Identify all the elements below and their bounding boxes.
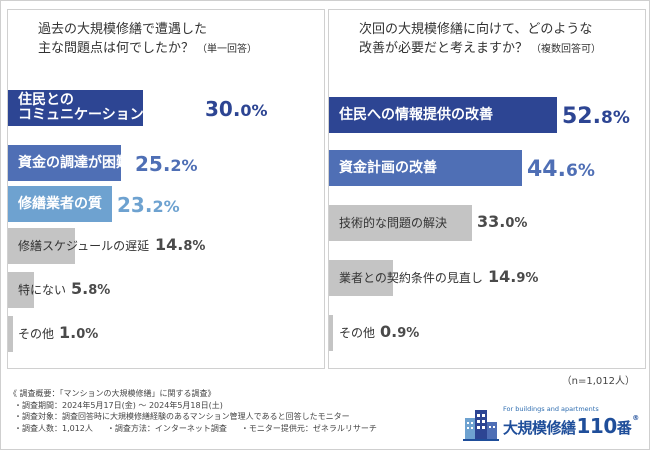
- right-bar-value-int: 0.: [380, 322, 398, 341]
- left-bar-value: 23. 2%: [117, 186, 180, 222]
- survey-method: ・調査方法：インターネット調査: [106, 423, 227, 433]
- right-chart-title: 次回の大規模修繕に向けて、どのような 改善が必要だと考えますか？ （複数回答可）: [359, 20, 601, 59]
- right-bar-value-int: 33.: [477, 212, 506, 231]
- sample-size-label: （n=1,012人）: [561, 376, 635, 387]
- left-bar-value-dec: 0%: [240, 101, 268, 120]
- left-bar-value-int: 5.: [71, 279, 89, 298]
- right-bar-value-dec: 8%: [600, 108, 630, 128]
- building-icon: [463, 410, 499, 441]
- logo-number: 110: [576, 414, 618, 438]
- right-bar-value-dec: 9%: [516, 271, 539, 286]
- left-bar-value: 5. 8%: [71, 272, 110, 308]
- left-chart-title: 過去の大規模修繕で遭遇した 主な問題点は何でしたか？ （単一回答）: [38, 20, 257, 59]
- left-title-line-2: 主な問題点は何でしたか？: [38, 41, 195, 56]
- right-bar: [329, 315, 333, 351]
- left-title-note: （単一回答）: [197, 44, 258, 55]
- right-title-line-1: 次回の大規模修繕に向けて、どのような: [359, 22, 593, 37]
- left-bar-value-int: 25.: [134, 152, 171, 176]
- survey-count: ・調査人数：1,012人: [14, 423, 93, 433]
- left-bar: [8, 90, 143, 126]
- right-bar-label: その他: [339, 325, 376, 340]
- left-bar-value: 30. 0%: [205, 90, 268, 126]
- left-bar-value-dec: 8%: [183, 239, 206, 254]
- right-bar-label: 資金計画の改善: [339, 159, 437, 176]
- left-bar: [8, 228, 75, 264]
- right-bar-value-int: 14.: [488, 267, 517, 286]
- left-bar-label: 修繕スケジュールの遅延: [18, 238, 150, 253]
- survey-heading: 《 調査概要：「マンションの大規模修繕」に関する調査》: [9, 389, 216, 398]
- logo-name: 大規模修繕: [503, 419, 576, 437]
- left-bar-value-int: 23.: [117, 193, 153, 217]
- right-bar: [329, 260, 393, 296]
- left-bar-row: その他 1. 0%: [8, 316, 324, 352]
- left-bar-label: 修繕業者の質: [18, 195, 102, 212]
- right-bar-value-int: 52.: [562, 104, 601, 129]
- right-bar-value-dec: 9%: [397, 326, 420, 341]
- right-bar-row: 住民への情報提供の改善 52. 8%: [329, 97, 645, 133]
- right-title-line-2: 改善が必要だと考えますか？: [359, 41, 529, 56]
- right-bar-row: 技術的な問題の解決 33. 0%: [329, 205, 645, 241]
- right-bar-label: 業者との契約条件の見直し: [339, 270, 483, 285]
- right-bar-row: 資金計画の改善 44. 6%: [329, 150, 645, 186]
- logo-registered-mark: ®: [632, 414, 639, 422]
- left-bar-row: 住民との コミュニケーションが難しい 30. 0%: [8, 90, 324, 126]
- left-bar-value: 25. 2%: [135, 145, 198, 181]
- right-bar-row: その他 0. 9%: [329, 315, 645, 351]
- left-bar-row: 資金の調達が困難 25. 2%: [8, 145, 324, 181]
- left-bar-label: 住民との コミュニケーションが難しい: [18, 92, 200, 123]
- left-bar-value-int: 14.: [155, 235, 184, 254]
- survey-period: ・調査期間：2024年5月17日(金) ～ 2024年5月18日(土): [14, 400, 223, 410]
- right-bar-value-dec: 6%: [565, 161, 595, 181]
- right-bar: [329, 150, 522, 186]
- left-bar: [8, 272, 34, 308]
- left-bar-label: その他: [18, 326, 55, 341]
- right-chart-panel: 次回の大規模修繕に向けて、どのような 改善が必要だと考えますか？ （複数回答可） …: [328, 9, 646, 369]
- right-bar: [329, 97, 557, 133]
- left-bar-value: 14. 8%: [155, 228, 205, 264]
- right-bar: [329, 205, 472, 241]
- right-bar-value-dec: 0%: [505, 216, 528, 231]
- survey-provider: ・モニター提供元：ゼネラルリサーチ: [240, 423, 377, 433]
- right-bar-value: 0. 9%: [380, 315, 419, 351]
- left-bar-row: 修繕スケジュールの遅延 14. 8%: [8, 228, 324, 264]
- right-bar-value: 14. 9%: [488, 260, 538, 296]
- left-bar-value-dec: 2%: [170, 156, 198, 175]
- left-bar-value-int: 1.: [59, 323, 77, 342]
- left-chart-panel: 過去の大規模修繕で遭遇した 主な問題点は何でしたか？ （単一回答） 住民との コミ…: [7, 9, 325, 369]
- logo-suffix: 番: [616, 419, 632, 437]
- left-bar-row: 修繕業者の質 23. 2%: [8, 186, 324, 222]
- left-bar-value-dec: 0%: [76, 327, 99, 342]
- logo-tagline: For buildings and apartments: [503, 405, 599, 413]
- brand-logo: For buildings and apartments 大規模修繕110番®: [463, 405, 645, 443]
- left-bar: [8, 316, 13, 352]
- right-title-note: （複数回答可）: [531, 44, 602, 55]
- right-bar-label: 技術的な問題の解決: [339, 215, 448, 230]
- right-bar-value: 33. 0%: [477, 205, 527, 241]
- left-bar-label: 資金の調達が困難: [18, 154, 130, 171]
- left-bar-value-dec: 8%: [88, 283, 111, 298]
- left-bar-value-int: 30.: [204, 97, 241, 121]
- survey-target: ・調査対象：調査回答時に大規模修繕経験のあるマンション管理人であると回答したモニ…: [14, 412, 350, 421]
- right-bar-value: 52. 8%: [562, 97, 630, 133]
- left-bar-row: 特にない 5. 8%: [8, 272, 324, 308]
- right-bar-value-int: 44.: [527, 157, 566, 182]
- right-bar-value: 44. 6%: [527, 150, 595, 186]
- survey-overview: 《 調査概要：「マンションの大規模修繕」に関する調査》 ・調査期間：2024年5…: [9, 388, 377, 434]
- left-bar-label: 特にない: [18, 282, 67, 297]
- left-bar: [8, 186, 112, 222]
- left-bar-value: 1. 0%: [59, 316, 98, 352]
- left-bar-value-dec: 2%: [152, 197, 180, 216]
- left-title-line-1: 過去の大規模修繕で遭遇した: [38, 22, 208, 37]
- right-bar-row: 業者との契約条件の見直し 14. 9%: [329, 260, 645, 296]
- right-bar-label: 住民への情報提供の改善: [339, 106, 493, 123]
- left-bar: [8, 145, 121, 181]
